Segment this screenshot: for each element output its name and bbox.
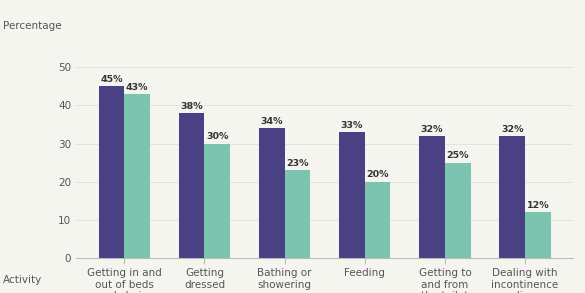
Text: 20%: 20% [366,170,389,179]
Text: 30%: 30% [206,132,229,141]
Bar [419,136,445,258]
Text: 32%: 32% [421,125,443,134]
Bar [284,170,310,258]
Text: Percentage: Percentage [3,21,61,30]
Text: 33%: 33% [340,121,363,130]
Text: 34%: 34% [260,117,283,126]
Bar [99,86,124,258]
Text: 23%: 23% [286,159,309,168]
Bar [365,182,390,258]
Text: 12%: 12% [526,201,549,210]
Text: 25%: 25% [446,151,469,160]
Text: 45%: 45% [100,75,123,84]
Bar [339,132,365,258]
Bar [500,136,525,258]
Text: 43%: 43% [126,83,149,92]
Text: 32%: 32% [501,125,524,134]
Text: 38%: 38% [180,102,203,111]
Bar [204,144,230,258]
Bar [179,113,204,258]
Text: Activity: Activity [3,275,42,285]
Bar [525,212,550,258]
Bar [445,163,470,258]
Bar [259,128,284,258]
Bar [124,94,150,258]
